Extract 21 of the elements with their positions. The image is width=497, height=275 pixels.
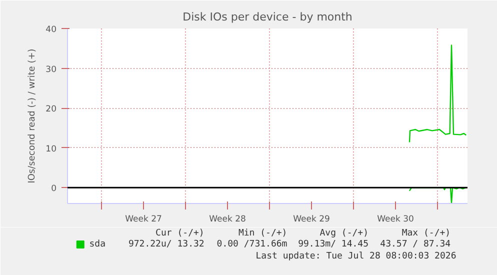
text: Max (-/+) — [402, 228, 451, 238]
text: Min (-/+) — [238, 228, 288, 238]
text: Avg (-/+) — [320, 228, 369, 238]
text: Cur (-/+) — [156, 228, 204, 238]
y-axis-title: IOs/second read (-) / write (+) — [28, 48, 38, 184]
text: 0.00 /731.66m — [216, 240, 288, 250]
y-tick-label: 40 — [46, 25, 57, 35]
x-tick-label: Week 28 — [209, 214, 246, 224]
y-tick-label: 0 — [51, 184, 57, 194]
y-tick-label: 20 — [46, 104, 57, 115]
y-tick-label: 10 — [46, 144, 57, 154]
text: 43.57 / 87.34 — [380, 240, 451, 250]
text: Last update: Tue Jul 28 08:00:03 2026 — [256, 252, 456, 262]
x-tick-label: Week 29 — [293, 214, 330, 224]
chart-title: Disk IOs per device - by month — [182, 10, 352, 24]
x-tick-label: Week 27 — [125, 214, 162, 224]
text: 972.22u/ 13.32 — [128, 240, 204, 250]
text: 99.13m/ 14.45 — [298, 240, 369, 250]
legend-label: sda — [89, 240, 106, 250]
y-tick-label: 30 — [46, 64, 57, 75]
x-tick-label: Week 30 — [377, 214, 414, 224]
